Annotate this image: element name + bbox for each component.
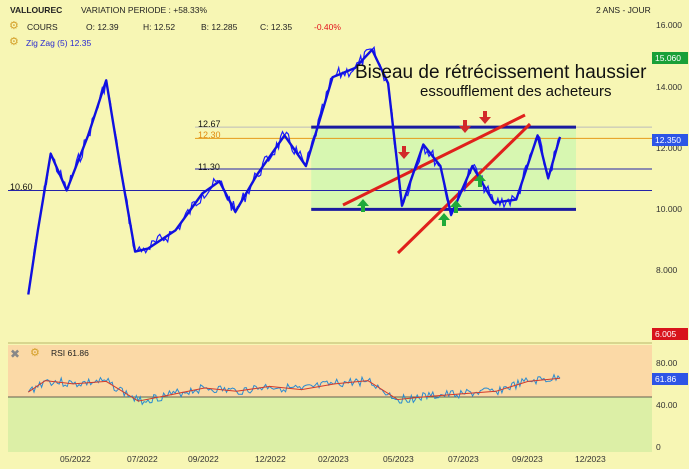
- price-tag-high: 15.060: [652, 52, 688, 64]
- open-value: O: 12.39: [86, 22, 119, 32]
- period-label: 2 ANS - JOUR: [596, 5, 651, 15]
- series-name: COURS: [27, 22, 58, 32]
- y-tick: 8.000: [656, 265, 678, 275]
- x-tick: 09/2022: [188, 454, 219, 464]
- symbol-label: VALLOUREC: [10, 5, 63, 15]
- zigzag-line: [27, 48, 562, 295]
- high-value: H: 12.52: [143, 22, 176, 32]
- y-tick: 10.000: [656, 204, 682, 214]
- arrow-down-icon: [459, 120, 471, 133]
- arrow-up-icon: [450, 200, 462, 213]
- rsi-line: [27, 373, 561, 406]
- x-tick: 02/2023: [318, 454, 349, 464]
- x-tick: 12/2023: [575, 454, 606, 464]
- arrow-down-icon: [479, 111, 491, 124]
- arrow-up-icon: [357, 199, 369, 212]
- y-tick: 16.000: [656, 20, 682, 30]
- arrow-down-icon: [398, 146, 410, 159]
- x-tick: 12/2022: [255, 454, 286, 464]
- gear-icon[interactable]: ⚙: [9, 20, 19, 32]
- level-label-1267: 12.67: [198, 119, 221, 129]
- rsi-label: RSI 61.86: [51, 348, 89, 358]
- rsi-y-tick: 40.00: [656, 400, 678, 410]
- arrow-up-icon: [438, 213, 450, 226]
- indicator-label: Zig Zag (5) 12.35: [26, 38, 92, 48]
- low-value: B: 12.285: [201, 22, 238, 32]
- x-tick: 07/2022: [127, 454, 158, 464]
- x-tick: 09/2023: [512, 454, 543, 464]
- rsi-signal-line: [28, 377, 561, 402]
- gear-icon[interactable]: ⚙: [9, 36, 19, 48]
- level-label-1130: 11.30: [198, 162, 220, 172]
- annotation-subtitle: essoufflement des acheteurs: [420, 83, 612, 100]
- period-variation: VARIATION PERIODE : +58.33%: [81, 5, 208, 15]
- price-tag-close: 12.350: [652, 134, 688, 146]
- rsi-value-tag: 61.86: [652, 373, 688, 385]
- y-tick: 14.000: [656, 82, 682, 92]
- x-tick: 05/2022: [60, 454, 91, 464]
- close-icon[interactable]: ✖: [10, 347, 21, 361]
- annotation-title: Biseau de rétrécissement haussier: [355, 62, 647, 83]
- rsi-y-tick: 80.00: [656, 358, 678, 368]
- rsi-lower-zone: [8, 397, 652, 452]
- rsi-overbought-zone: [8, 345, 652, 397]
- consolidation-zone: [311, 127, 577, 210]
- rsi-y-tick: 0: [656, 442, 661, 452]
- x-tick: 05/2023: [383, 454, 414, 464]
- y-tick: 12.000: [656, 143, 682, 153]
- level-label-1060: 10.60: [10, 182, 33, 192]
- level-label-1230: 12.30: [198, 130, 221, 140]
- close-value: C: 12.35: [260, 22, 293, 32]
- change-value: -0.40%: [314, 22, 341, 32]
- price-tag-low: 6.005: [652, 328, 688, 340]
- gear-icon[interactable]: ⚙: [30, 347, 40, 359]
- arrow-up-icon: [474, 174, 486, 187]
- wedge-lower-line: [396, 122, 532, 255]
- x-tick: 07/2023: [448, 454, 479, 464]
